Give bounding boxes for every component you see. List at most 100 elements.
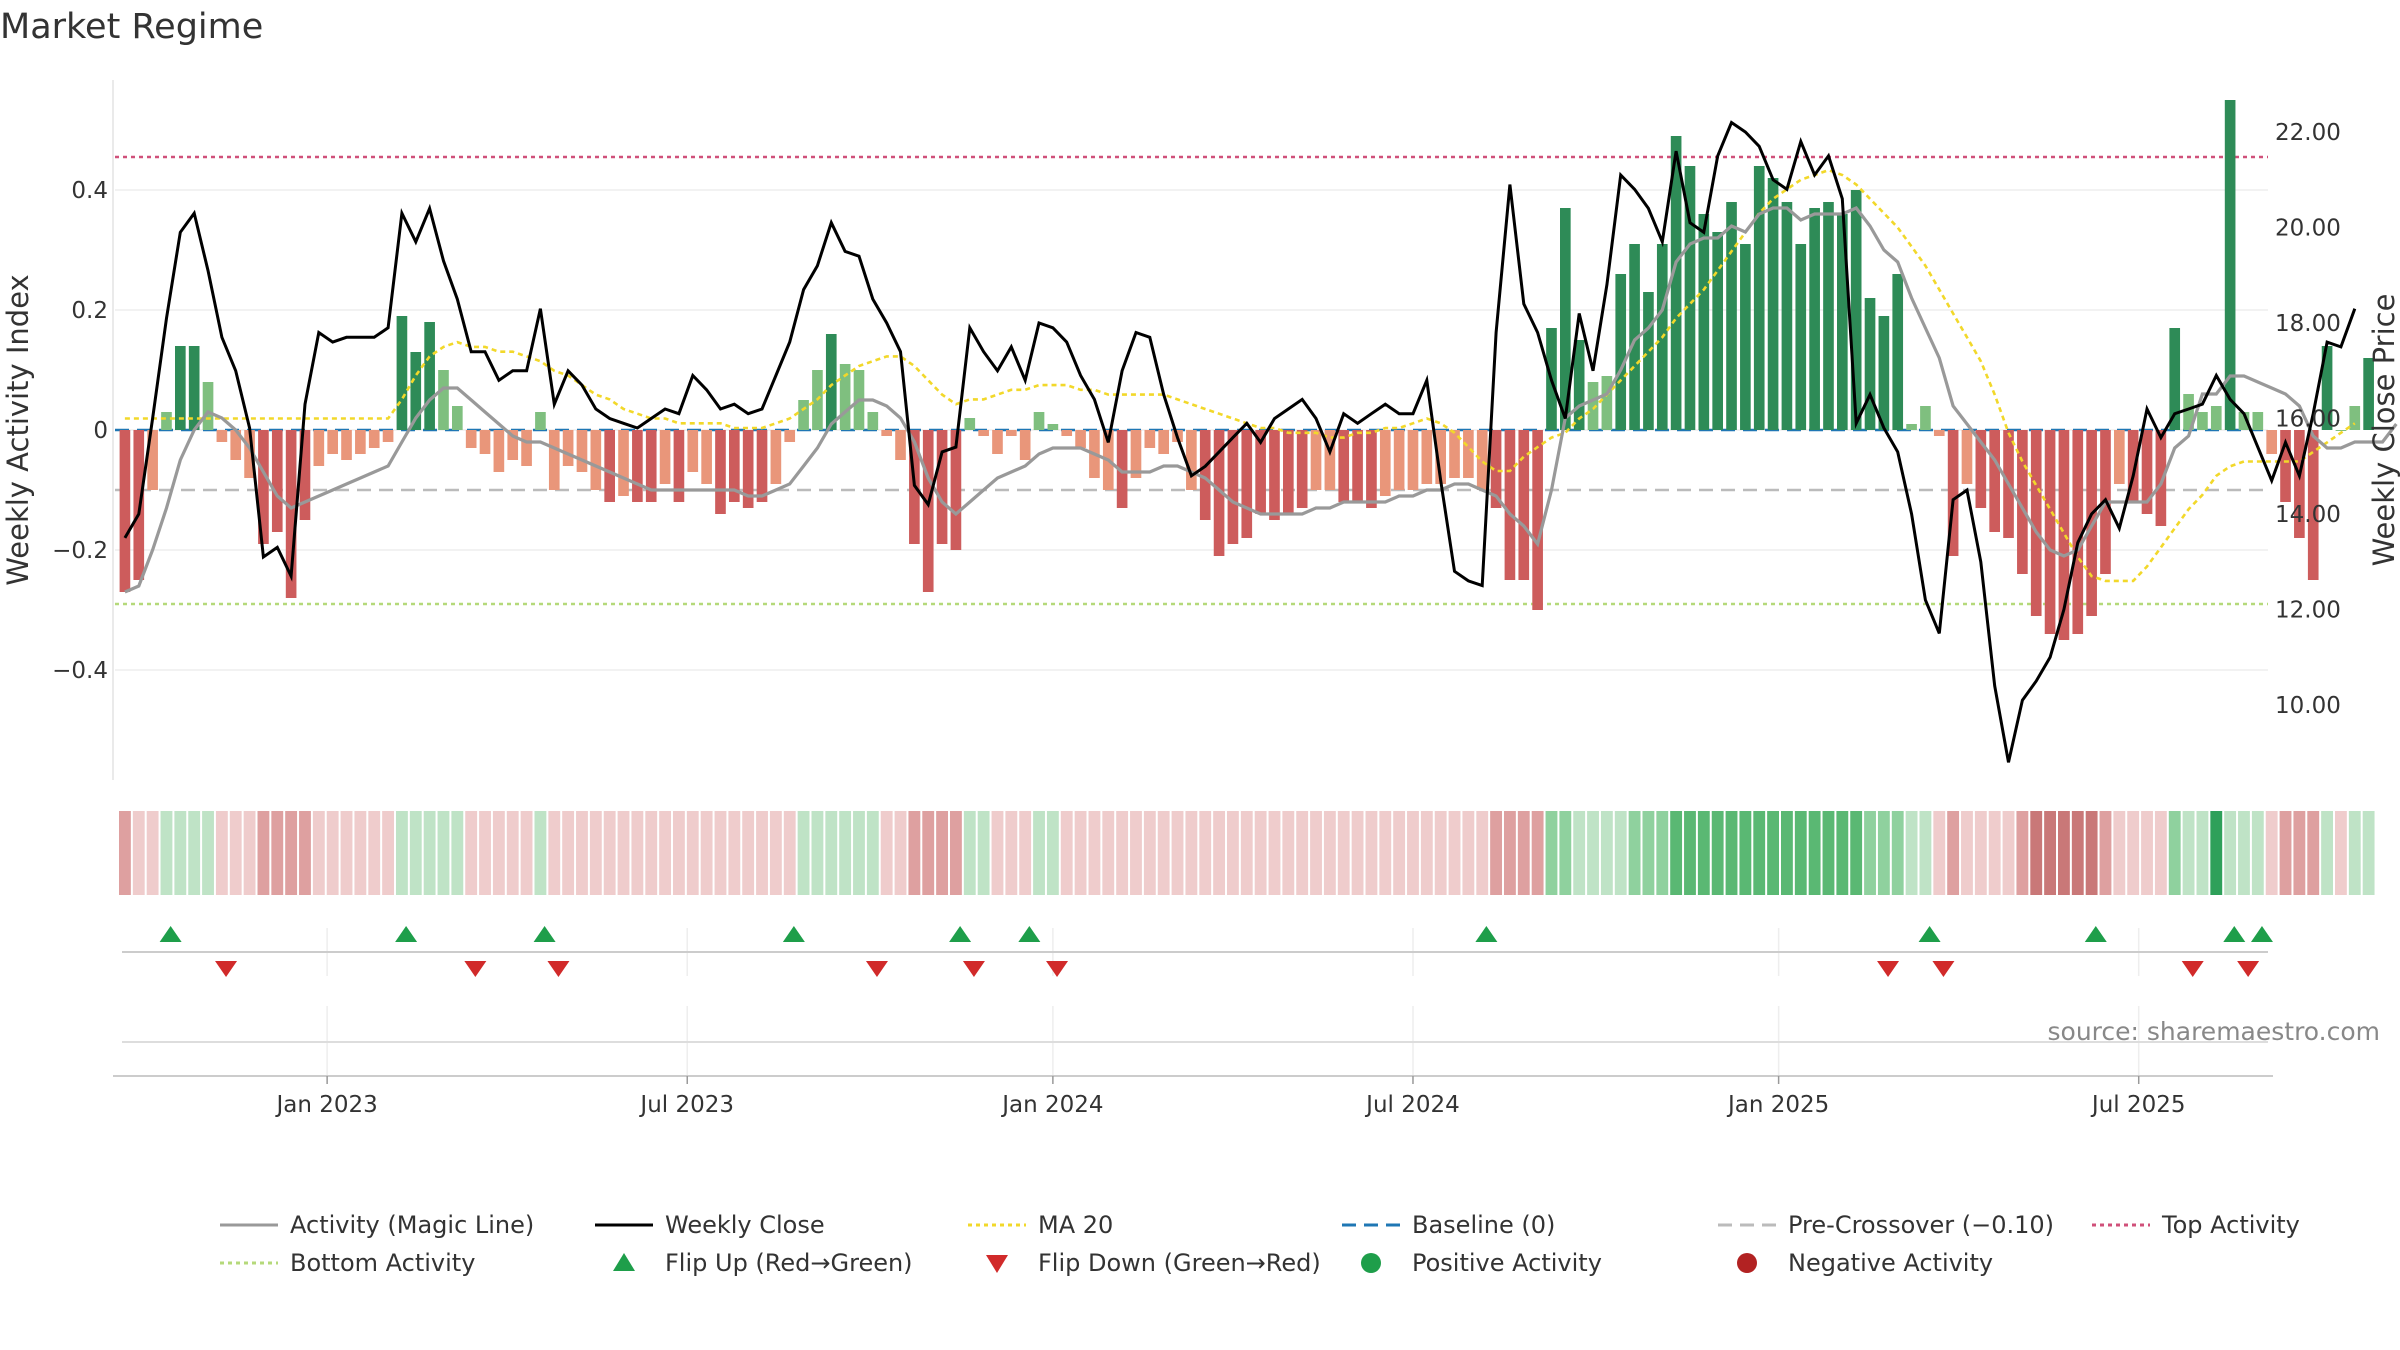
activity-bar: [1227, 430, 1239, 544]
regime-cell: [1961, 811, 1973, 895]
regime-cell: [1088, 811, 1101, 895]
chart-title: Market Regime: [0, 7, 263, 47]
y-tick-label-right: 20.00: [2275, 216, 2341, 242]
activity-bar: [1587, 382, 1599, 430]
activity-bar: [438, 370, 449, 430]
activity-bar: [825, 334, 837, 430]
activity-bar: [271, 430, 283, 532]
regime-cell: [1864, 811, 1876, 895]
activity-bar: [1601, 376, 1613, 430]
regime-cell: [797, 811, 810, 895]
legend-item: MA 20: [968, 1211, 1113, 1239]
legend-label: Flip Down (Green→Red): [1038, 1249, 1321, 1277]
regime-cell: [1199, 811, 1212, 895]
activity-bar: [1837, 214, 1848, 430]
regime-cell: [756, 811, 768, 895]
grid: [115, 189, 2268, 1076]
activity-bar: [216, 430, 228, 442]
activity-bar: [1933, 430, 1945, 436]
activity-bar: [1393, 430, 1405, 490]
regime-cell: [977, 811, 990, 895]
legend-item: Baseline (0): [1342, 1211, 1555, 1239]
regime-cell: [2265, 811, 2278, 895]
activity-bar: [576, 430, 588, 472]
regime-cell: [617, 811, 630, 895]
regime-cell: [562, 811, 575, 895]
regime-cell: [1600, 811, 1613, 895]
activity-bar: [2363, 358, 2374, 430]
x-axis: Jan 2023 Jul 2023 Jan 2024 Jul 2024 Jan 2025…: [113, 1075, 2273, 1118]
activity-bar: [1186, 430, 1197, 490]
regime-cell: [1157, 811, 1170, 895]
weekly-close-line: [123, 120, 2357, 763]
activity-bar: [1379, 430, 1391, 496]
activity-bar: [1726, 202, 1737, 430]
regime-cell: [1448, 811, 1461, 895]
y-tick-label-right: 14.00: [2275, 502, 2341, 528]
regime-cell: [2362, 811, 2375, 895]
regime-cell: [1268, 811, 1281, 895]
activity-bar: [1504, 430, 1516, 580]
activity-bar: [2321, 346, 2333, 430]
activity-bar: [2224, 100, 2236, 430]
flip-down-marker: [2237, 961, 2260, 977]
regime-cell: [132, 811, 145, 895]
activity-bar: [922, 430, 934, 592]
flip-down-marker: [215, 961, 238, 977]
regime-cell: [783, 811, 796, 895]
ma20-line: [124, 168, 2356, 583]
regime-cell: [908, 811, 921, 895]
regime-cell: [1019, 811, 1032, 895]
activity-bar: [1144, 430, 1156, 448]
activity-bar: [1324, 430, 1336, 490]
activity-bar: [1947, 430, 1959, 556]
y-axis-label-left: Weekly Activity Index: [1, 274, 35, 585]
activity-bar: [258, 430, 269, 544]
activity-bar: [1809, 208, 1820, 430]
regime-cell: [2127, 811, 2140, 895]
activity-bar: [1476, 430, 1488, 490]
activity-bar: [1864, 298, 1876, 430]
activity-bar: [2127, 430, 2139, 502]
activity-bar: [507, 430, 519, 460]
regime-cell: [312, 811, 325, 895]
regime-cell: [1656, 811, 1669, 895]
regime-cell: [1781, 811, 1793, 895]
activity-bar: [950, 430, 962, 550]
activity-bar: [1019, 430, 1031, 460]
activity-bar: [2280, 430, 2291, 502]
regime-cell: [1517, 811, 1530, 895]
regime-cell: [1919, 811, 1932, 895]
activity-bar: [2169, 328, 2181, 430]
regime-cell: [1587, 811, 1599, 895]
regime-cell: [326, 811, 339, 895]
regime-strip: [119, 811, 2375, 895]
activity-bar: [2141, 430, 2153, 514]
activity-bar: [230, 430, 242, 460]
regime-cell: [1462, 811, 1475, 895]
activity-bar: [161, 412, 172, 430]
legend-label: Weekly Close: [665, 1211, 825, 1239]
activity-bar: [1421, 430, 1433, 484]
legend-item: Top Activity: [2092, 1211, 2300, 1239]
flip-down-marker: [1046, 961, 1069, 977]
y-tick-label-left: 0.2: [71, 298, 108, 324]
flip-up-marker: [949, 926, 972, 942]
regime-cell: [1434, 811, 1447, 895]
flip-down-marker: [1877, 961, 1900, 977]
regime-cell: [188, 811, 201, 895]
activity-bar: [382, 430, 394, 442]
regime-cell: [839, 811, 852, 895]
regime-cell: [2251, 811, 2264, 895]
x-tick-label: Jan 2023: [274, 1092, 377, 1118]
activity-bar: [1823, 202, 1834, 430]
activity-bar: [1407, 430, 1419, 490]
flip-up-marker: [2250, 926, 2273, 942]
activity-bar: [1850, 190, 1862, 430]
activity-bar: [2266, 430, 2277, 454]
regime-cell: [1933, 811, 1946, 895]
activity-bar: [1338, 430, 1350, 502]
regime-cell: [603, 811, 616, 895]
regime-cell: [1947, 811, 1960, 895]
regime-cell: [271, 811, 284, 895]
